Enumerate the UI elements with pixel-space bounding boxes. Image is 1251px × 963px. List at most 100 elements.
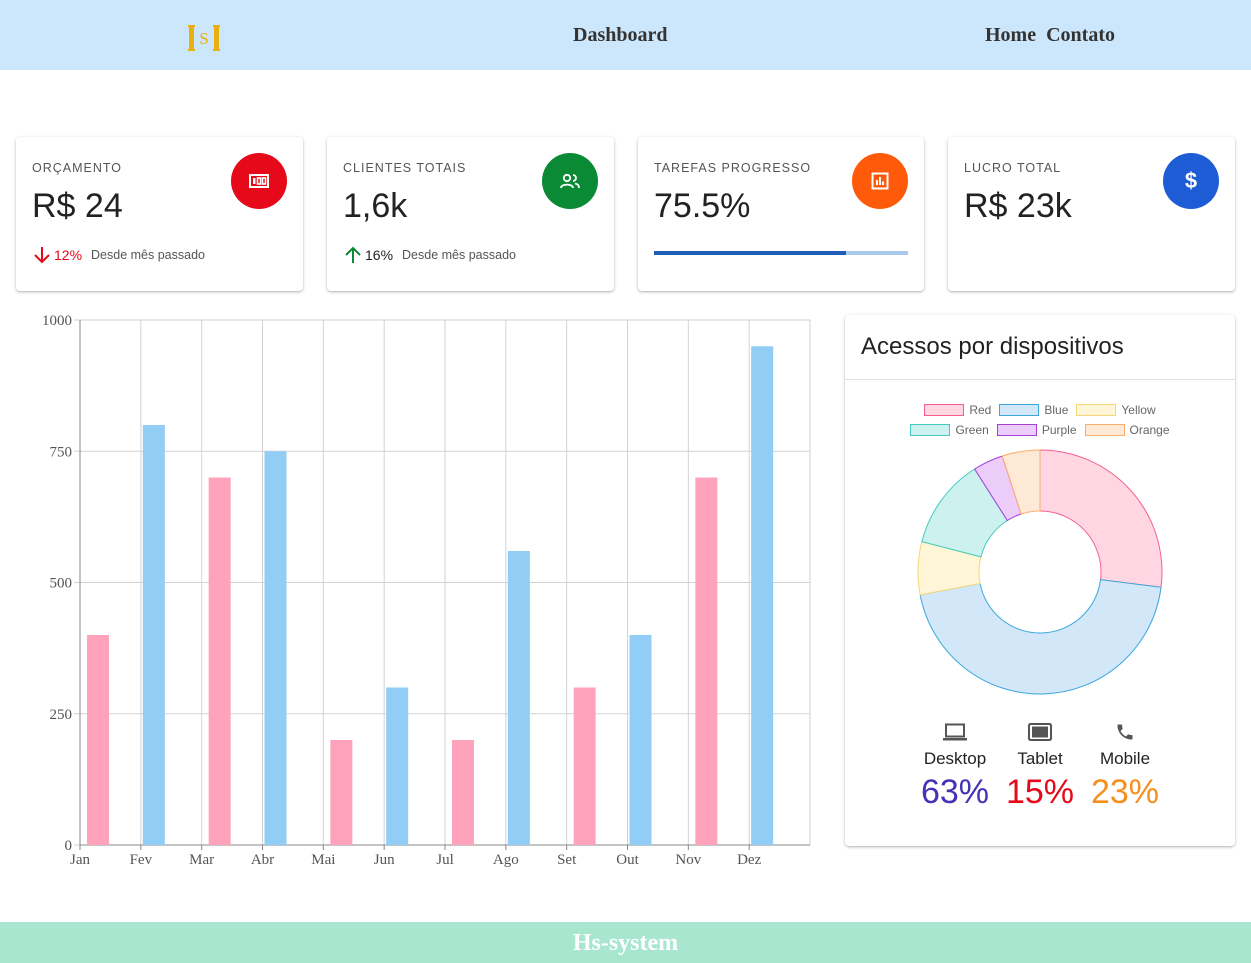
bar-Nov[interactable]: [695, 477, 718, 846]
progress-fill: [654, 251, 846, 255]
card-label: TAREFAS PROGRESSO: [654, 161, 812, 175]
tasks-progress-card: TAREFAS PROGRESSO 75.5%: [638, 137, 924, 291]
legend-label: Yellow: [1121, 403, 1156, 417]
legend-swatch: [996, 424, 1037, 436]
bar-Fev[interactable]: [142, 425, 165, 845]
bar-Dez[interactable]: [751, 346, 774, 845]
legend-swatch: [1084, 424, 1125, 436]
tablet-icon: [1000, 719, 1080, 745]
x-tick-label: Jul: [436, 852, 454, 868]
device-name: Mobile: [1099, 749, 1151, 768]
legend-swatch: [1076, 404, 1117, 416]
device-percent: 23%: [1090, 773, 1160, 811]
legend-item-blue[interactable]: Blue: [999, 403, 1068, 417]
nav-link-home[interactable]: Home: [985, 24, 1037, 46]
legend-label: Red: [969, 403, 992, 417]
legend-item-yellow[interactable]: Yellow: [1076, 403, 1156, 417]
people-icon: [542, 153, 598, 209]
legend-label: Orange: [1129, 423, 1170, 437]
pie-legend: Red Blue Yellow Green Purple Orange: [845, 403, 1235, 443]
change-since: Desde mês passado: [91, 248, 205, 262]
bar-Jul[interactable]: [452, 740, 474, 845]
device-desktop: Desktop 63%: [915, 719, 995, 812]
bar-Jan[interactable]: [87, 635, 109, 845]
money-icon: [231, 153, 287, 209]
card-change: 12% Desde mês passado: [32, 245, 205, 265]
x-tick-label: Fev: [130, 852, 153, 868]
x-tick-label: Mar: [189, 852, 214, 868]
x-tick-label: Abr: [251, 852, 274, 868]
device-mobile: Mobile 23%: [1085, 719, 1165, 812]
x-tick-label: Set: [557, 852, 577, 868]
x-tick-label: Jun: [374, 852, 395, 868]
change-since: Desde mês passado: [402, 248, 516, 262]
card-value: R$ 23k: [964, 187, 1072, 225]
page-title: Dashboard: [573, 24, 668, 46]
x-tick-label: Dez: [737, 852, 761, 868]
y-tick-label: 500: [50, 576, 73, 592]
bar-Mai[interactable]: [330, 740, 353, 845]
legend-swatch: [910, 424, 951, 436]
x-tick-label: Mai: [311, 852, 335, 868]
monthly-bar-chart: 0 250 500 750 1000 Jan Fev Mar Abr Mai Jun Jul Ago Se…: [42, 313, 811, 868]
arrow-down-icon: [34, 247, 50, 264]
card-value: 75.5%: [654, 187, 751, 225]
bar-Ago[interactable]: [507, 551, 530, 845]
budget-card: ORÇAMENTO R$ 24 12% Desde mês passado: [16, 137, 303, 291]
card-value: R$ 24: [32, 187, 123, 225]
device-donut-chart: [917, 449, 1163, 695]
device-percent: 15%: [1005, 773, 1075, 811]
footer: Hs-system: [0, 922, 1251, 963]
nav-link-contato[interactable]: Contato: [1046, 24, 1115, 46]
y-tick-label: 250: [50, 707, 73, 723]
chart-icon: [852, 153, 908, 209]
divider: [845, 379, 1235, 380]
device-tablet: Tablet 15%: [1000, 719, 1080, 812]
legend-item-red[interactable]: Red: [924, 403, 991, 417]
logo-icon[interactable]: S: [188, 22, 220, 54]
device-name: Desktop: [923, 749, 987, 768]
legend-item-green[interactable]: Green: [910, 423, 989, 437]
legend-label: Purple: [1041, 423, 1077, 437]
top-navbar: S Dashboard Home Contato: [0, 0, 1251, 70]
arrow-up-icon: [345, 246, 361, 263]
device-chart-title: Acessos por dispositivos: [861, 333, 1124, 360]
legend-swatch: [999, 404, 1040, 416]
change-percent: 16%: [365, 247, 394, 263]
legend-label: Green: [955, 423, 989, 437]
card-label: ORÇAMENTO: [32, 161, 123, 175]
total-profit-card: LUCRO TOTAL R$ 23k $: [948, 137, 1235, 291]
donut-slice-red[interactable]: [1039, 449, 1163, 588]
device-stats: Desktop 63% Tablet 15% Mobile 23%: [915, 719, 1165, 812]
tasks-progress-bar: [654, 251, 908, 255]
legend-item-purple[interactable]: Purple: [996, 423, 1077, 437]
phone-icon: [1085, 719, 1165, 745]
legend-swatch: [924, 404, 965, 416]
clients-card: CLIENTES TOTAIS 1,6k 16% Desde mês passa…: [327, 137, 614, 291]
x-tick-label: Jan: [70, 852, 90, 868]
bar-Out[interactable]: [629, 635, 652, 845]
card-label: LUCRO TOTAL: [964, 161, 1062, 175]
legend-item-orange[interactable]: Orange: [1084, 423, 1170, 437]
bar-Set[interactable]: [573, 687, 596, 846]
legend-label: Blue: [1044, 403, 1069, 417]
card-value: 1,6k: [343, 187, 408, 225]
bar-Mar[interactable]: [208, 477, 231, 846]
donut-slice-orange[interactable]: [1001, 449, 1041, 515]
device-access-card: Acessos por dispositivos Red Blue Yellow G…: [845, 315, 1235, 846]
bar-Abr[interactable]: [264, 451, 287, 845]
svg-text:S: S: [199, 29, 208, 48]
y-tick-label: 0: [65, 838, 73, 854]
card-change: 16% Desde mês passado: [343, 245, 516, 265]
device-name: Tablet: [1017, 749, 1063, 768]
donut-slice-blue[interactable]: [919, 579, 1162, 695]
x-tick-label: Out: [616, 852, 639, 868]
bar-Jun[interactable]: [386, 687, 409, 846]
y-tick-label: 1000: [42, 313, 72, 329]
x-tick-label: Nov: [675, 852, 701, 868]
change-percent: 12%: [54, 247, 83, 263]
y-tick-label: 750: [50, 444, 73, 460]
device-percent: 63%: [920, 773, 990, 811]
card-label: CLIENTES TOTAIS: [343, 161, 467, 175]
laptop-icon: [915, 719, 995, 745]
